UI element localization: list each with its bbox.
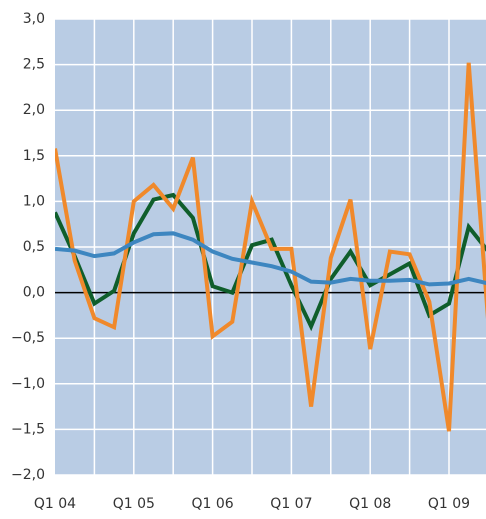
- plot: [55, 19, 486, 475]
- x-tick-label: Q1 09: [428, 496, 470, 512]
- y-tick-label: −1,0: [11, 376, 45, 392]
- y-tick-label: −1,5: [11, 421, 45, 437]
- y-tick-label: 1,0: [23, 193, 45, 209]
- y-tick-label: 3,0: [23, 11, 45, 27]
- y-tick-label: 0,0: [23, 285, 45, 301]
- x-tick-label: Q1 05: [113, 496, 155, 512]
- y-tick-label: 1,5: [23, 148, 45, 164]
- x-tick-label: Q1 07: [270, 496, 312, 512]
- y-tick-label: −0,5: [11, 330, 45, 346]
- y-tick-label: 0,5: [23, 239, 45, 255]
- series-line: [55, 62, 486, 432]
- y-tick-label: 2,0: [23, 102, 45, 118]
- x-tick-label: Q1 08: [349, 496, 391, 512]
- y-tick-label: −2,0: [11, 467, 45, 483]
- x-tick-label: Q1 04: [34, 496, 76, 512]
- y-tick-label: 2,5: [23, 57, 45, 73]
- x-tick-label: Q1 06: [191, 496, 233, 512]
- series-line: [55, 231, 486, 287]
